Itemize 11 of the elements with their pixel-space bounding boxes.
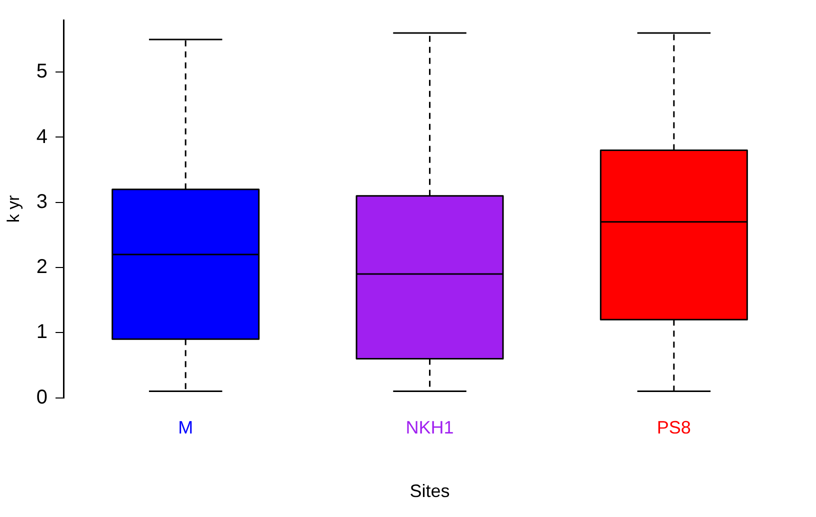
x-tick-label: NKH1 bbox=[406, 418, 454, 438]
y-tick-label: 3 bbox=[36, 190, 48, 213]
y-axis-title: k yr bbox=[4, 194, 23, 223]
x-tick-label: PS8 bbox=[656, 418, 691, 438]
y-tick-label: 2 bbox=[36, 256, 48, 278]
y-tick-label: 1 bbox=[36, 321, 48, 344]
y-tick-label: 4 bbox=[36, 126, 48, 148]
y-tick-label: 5 bbox=[36, 60, 48, 83]
y-tick-label: 0 bbox=[36, 386, 48, 408]
x-tick-label: M bbox=[178, 418, 194, 438]
x-axis-title: Sites bbox=[410, 481, 450, 502]
